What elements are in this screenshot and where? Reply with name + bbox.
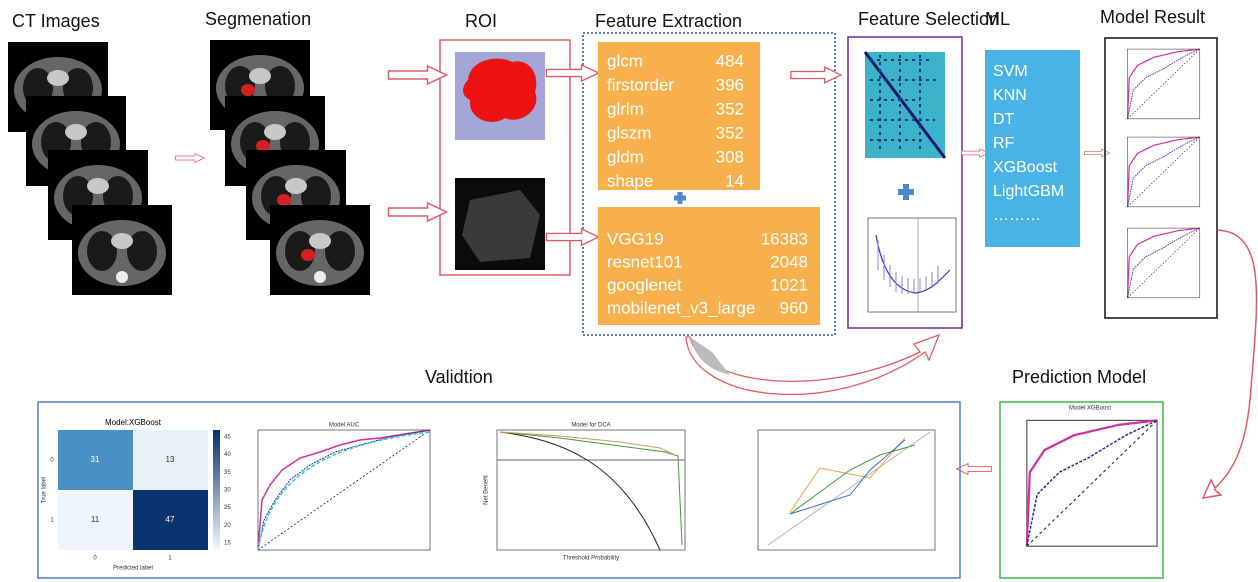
dca-plot: Model for DCA Threshold Probability Net …	[484, 423, 685, 562]
shape	[72, 205, 172, 295]
feature-name: VGG19	[607, 229, 664, 248]
arrow	[957, 464, 992, 475]
feature-name: mobilenet_v3_large	[607, 298, 755, 317]
stage-label: Prediction Model	[1012, 367, 1146, 387]
ml-model: XGBoost	[993, 159, 1058, 176]
feature-count: 16383	[761, 229, 808, 248]
tick-label: 0	[50, 458, 54, 464]
segmentation-stack	[210, 40, 370, 295]
ml-model: LightGBM	[993, 183, 1064, 200]
stage-label: ML	[985, 9, 1010, 29]
ml-model: KNN	[993, 87, 1027, 104]
roc-plot	[1027, 420, 1157, 546]
tick-label: 0	[93, 556, 97, 562]
ml-model: ………	[993, 207, 1041, 224]
stage-label: ROI	[465, 11, 497, 31]
ml-model: SVM	[993, 63, 1028, 80]
feature-count: 960	[780, 298, 808, 317]
plot-title: Model for DCA	[571, 423, 610, 429]
page: {"labels": {"ct_images": "CT Images", "s…	[0, 0, 1258, 582]
feature-name: glcm	[607, 51, 643, 70]
workflow-diagram: CT Images Segmenation ROI Feature Extrac…	[0, 0, 1258, 582]
tick-label: 1	[50, 518, 54, 524]
feature-count: 1021	[770, 275, 808, 294]
stage-label: Model Result	[1100, 7, 1205, 27]
feature-count: 352	[716, 123, 744, 142]
feature-count: 2048	[770, 252, 808, 271]
roi-3d	[455, 52, 545, 140]
axis-label: True label	[42, 477, 48, 503]
stage-label: Feature Extraction	[595, 11, 742, 31]
feature-name: glrlm	[607, 99, 644, 118]
cell-label: 47	[166, 515, 175, 524]
axis-label: Net Benefit	[484, 475, 490, 505]
curved-arrow	[1203, 230, 1257, 498]
shape	[868, 218, 956, 312]
arrow	[1084, 149, 1109, 157]
feature-count: 308	[716, 147, 744, 166]
shape	[463, 59, 536, 122]
stage-label: Feature Selection	[858, 9, 999, 29]
cell-label: 13	[166, 455, 175, 464]
shape	[213, 430, 220, 550]
lasso-plot	[868, 218, 956, 312]
plot-title: Model XGBoost	[1069, 406, 1111, 412]
feature-count: 352	[716, 99, 744, 118]
plus	[674, 192, 686, 204]
roi-2d	[455, 178, 545, 270]
ct-stack	[8, 42, 172, 295]
roc-thumbnail	[1128, 49, 1200, 119]
feature-name: glszm	[607, 123, 651, 142]
stage-label: Validtion	[425, 367, 493, 387]
colorbar-tick-label: 40	[224, 452, 231, 458]
plot-title: Model:XGBoost	[105, 418, 162, 427]
arrow	[546, 229, 598, 245]
confusion-matrix: Model:XGBoost 31 13 11 47 0 1 0 1 Predic…	[42, 418, 232, 571]
curved-arrow	[686, 335, 939, 394]
arrow	[389, 203, 447, 221]
arrow	[176, 154, 205, 163]
colorbar-tick-label: 30	[224, 488, 231, 494]
feature-count: 396	[716, 75, 744, 94]
axis-label: Predicted label	[113, 566, 153, 572]
arrow	[389, 66, 447, 84]
stage-label: CT Images	[12, 11, 100, 31]
colorbar-tick-label: 45	[224, 435, 231, 441]
roc-thumbnail	[1128, 228, 1200, 298]
calibration-plot	[758, 430, 935, 550]
colorbar-tick-label: 20	[224, 523, 231, 529]
shape	[462, 190, 540, 262]
cell-label: 31	[91, 455, 100, 464]
plot-title: Model AUC	[329, 423, 360, 429]
shape: 45 40 35 30 25 20 15	[224, 435, 231, 547]
arrow	[546, 65, 598, 81]
arrow	[961, 149, 988, 157]
feature-name: firstorder	[607, 75, 674, 94]
feature-count: 484	[716, 51, 744, 70]
ml-model: RF	[993, 135, 1015, 152]
colorbar-tick-label: 25	[224, 505, 231, 511]
feature-name: gldm	[607, 147, 644, 166]
plus	[898, 184, 914, 200]
arrow	[791, 67, 841, 83]
roc-thumbnail	[1128, 137, 1200, 207]
feature-name: resnet101	[607, 252, 683, 271]
shape	[270, 205, 370, 295]
colorbar-tick-label: 15	[224, 541, 231, 547]
correlation-heatmap	[865, 52, 945, 158]
ml-model: DT	[993, 111, 1015, 128]
auc-plot: Model AUC	[258, 423, 430, 550]
tick-label: 1	[168, 556, 172, 562]
axis-label: Threshold Probability	[563, 556, 619, 562]
feature-name: googlenet	[607, 275, 682, 294]
feature-count: 14	[725, 171, 744, 190]
cell-label: 11	[91, 515, 100, 524]
colorbar-tick-label: 35	[224, 470, 231, 476]
stage-label: Segmenation	[205, 9, 311, 29]
feature-name: shape	[607, 171, 653, 190]
